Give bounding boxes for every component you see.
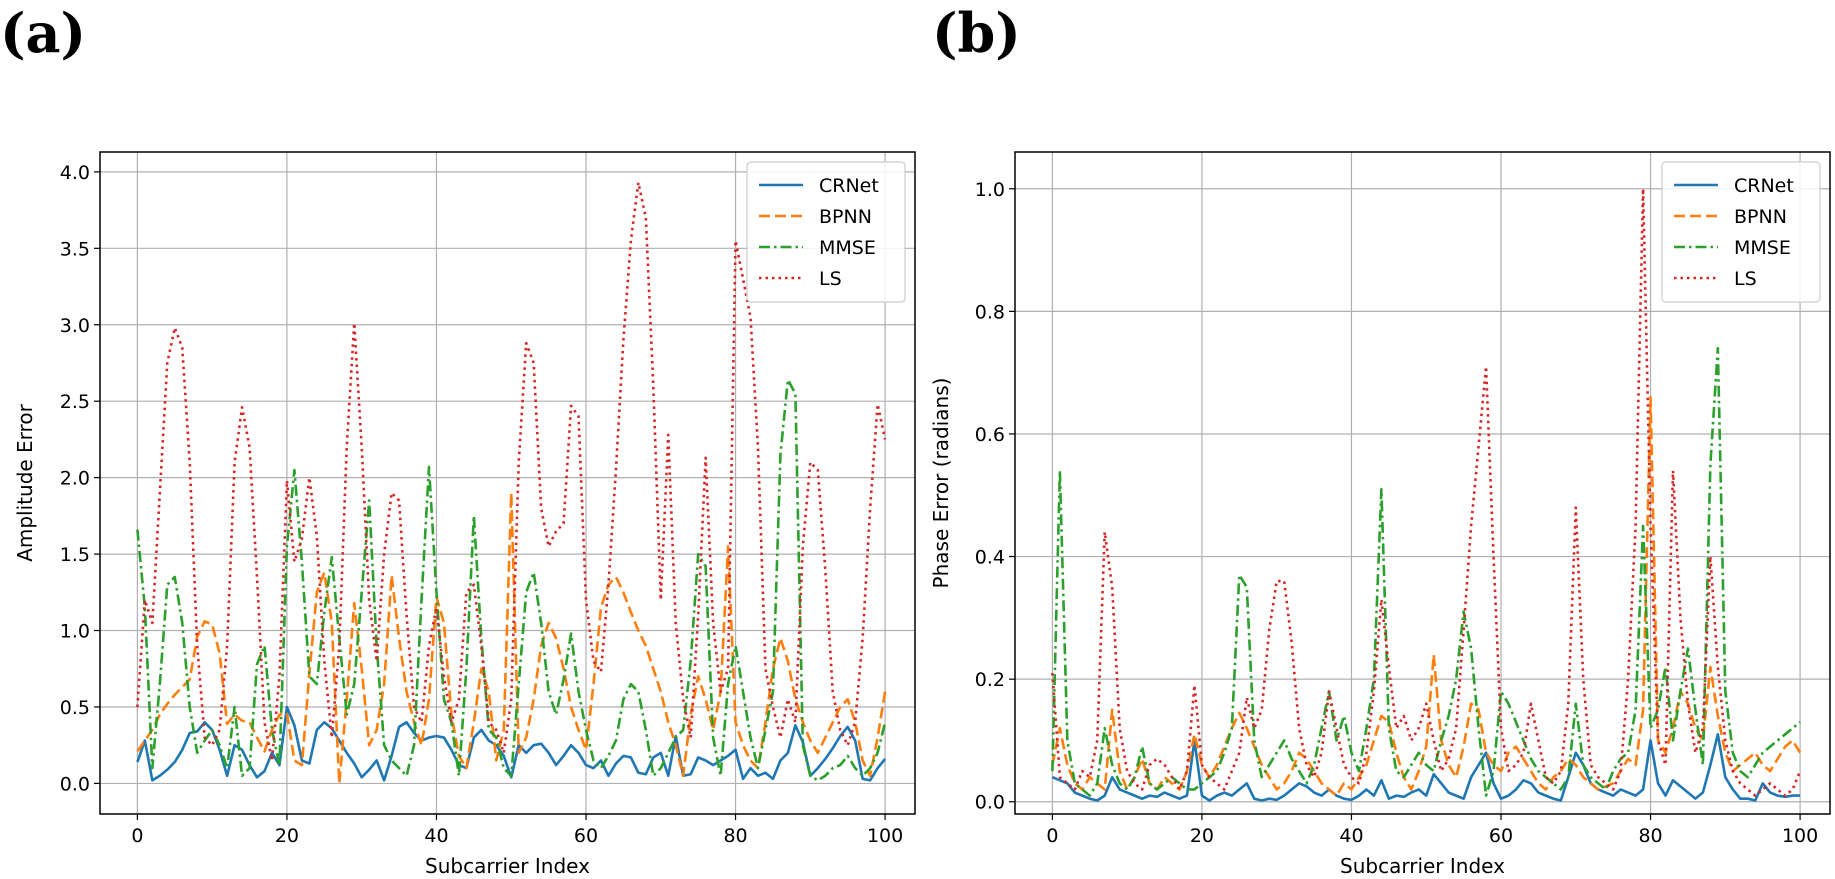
y-tick-label: 2.0 <box>60 468 90 490</box>
legend-label-crnet: CRNet <box>1734 175 1794 197</box>
y-tick-label: 0.4 <box>975 547 1005 569</box>
panel-label-a: (a) <box>0 1 86 65</box>
legend-label-bpnn: BPNN <box>819 206 872 228</box>
x-tick-label: 60 <box>1489 825 1513 847</box>
series-line-ls <box>1051 187 1802 797</box>
y-tick-label: 0.2 <box>975 669 1005 691</box>
amplitude-error-plot: 0 20 40 60 80 100 0.0 0.5 1.0 1.5 2.0 2.5 3.0 3.5 4.0 S… <box>13 151 916 878</box>
series-line-crnet <box>1051 733 1801 802</box>
x-tick-label: 80 <box>1638 825 1662 847</box>
x-axis-label: Subcarrier Index <box>425 854 590 878</box>
legend-box <box>746 161 906 303</box>
y-tick-label: 2.5 <box>60 391 90 413</box>
legend: CRNet BPNN MMSE LS <box>1661 161 1821 303</box>
x-tick-label: 60 <box>574 825 598 847</box>
y-tick-label: 3.5 <box>60 238 90 260</box>
y-tick-label: 3.0 <box>60 315 90 337</box>
y-axis-label: Amplitude Error <box>13 403 37 561</box>
x-tick-label: 80 <box>723 825 747 847</box>
y-tick-label: 1.0 <box>60 621 90 643</box>
plot-frame <box>1014 151 1831 815</box>
series-line-ls <box>136 181 887 762</box>
x-tick-label: 0 <box>1046 825 1058 847</box>
series-line-crnet <box>136 705 887 782</box>
y-tick-label: 0.6 <box>975 424 1005 446</box>
legend-label-ls: LS <box>819 268 842 290</box>
series-line-mmse <box>136 378 887 782</box>
series-lines <box>136 181 887 785</box>
x-tick-label: 40 <box>424 825 448 847</box>
x-tick-label: 20 <box>1190 825 1214 847</box>
legend-label-mmse: MMSE <box>819 237 876 259</box>
legend-label-crnet: CRNet <box>819 175 879 197</box>
y-tick-label: 0.0 <box>60 773 90 795</box>
panel-label-b: (b) <box>932 1 1021 65</box>
legend-box <box>1661 161 1821 303</box>
x-tick-label: 100 <box>1782 825 1818 847</box>
series-line-bpnn <box>1051 395 1802 797</box>
legend: CRNet BPNN MMSE LS <box>746 161 906 303</box>
plot-frame <box>99 151 916 815</box>
legend-label-mmse: MMSE <box>1734 237 1791 259</box>
series-line-mmse <box>1051 346 1801 797</box>
x-tick-label: 100 <box>867 825 903 847</box>
phase-error-plot: 0 20 40 60 80 100 0.0 0.2 0.4 0.6 0.8 1.0 Subcarrier… <box>929 151 1831 878</box>
x-axis-label: Subcarrier Index <box>1340 854 1505 878</box>
series-line-bpnn <box>136 491 887 785</box>
series-lines <box>1051 187 1802 802</box>
y-tick-label: 4.0 <box>60 162 90 184</box>
legend-label-ls: LS <box>1734 268 1757 290</box>
y-tick-label: 0.8 <box>975 301 1005 323</box>
y-tick-label: 0.5 <box>60 697 90 719</box>
legend-label-bpnn: BPNN <box>1734 206 1787 228</box>
x-tick-label: 0 <box>131 825 143 847</box>
y-tick-label: 1.0 <box>975 179 1005 201</box>
x-tick-label: 20 <box>275 825 299 847</box>
y-axis-label: Phase Error (radians) <box>929 378 953 589</box>
y-tick-label: 1.5 <box>60 544 90 566</box>
y-tick-label: 0.0 <box>975 792 1005 814</box>
x-tick-label: 40 <box>1339 825 1363 847</box>
